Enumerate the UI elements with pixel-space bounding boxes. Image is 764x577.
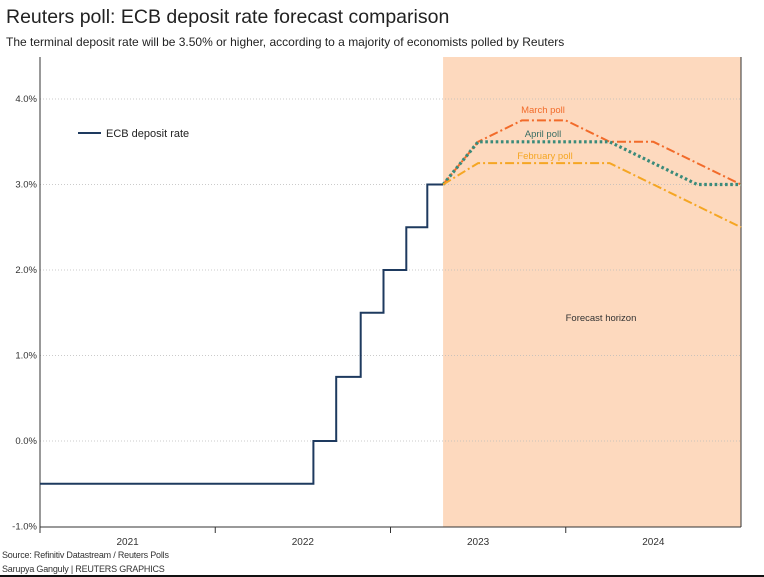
- y-tick-label: 4.0%: [15, 94, 37, 105]
- legend-label: ECB deposit rate: [106, 128, 189, 140]
- x-tick-label: 2022: [292, 537, 315, 548]
- annotation-label: February poll: [517, 151, 572, 162]
- y-tick-label: 2.0%: [15, 265, 37, 276]
- bottom-border: [0, 575, 764, 577]
- forecast-horizon-region: [443, 57, 741, 527]
- annotation-label: March poll: [521, 105, 565, 116]
- y-tick-label: 0.0%: [15, 436, 37, 447]
- source-note: Source: Refinitiv Datastream / Reuters P…: [2, 550, 169, 560]
- chart-title: Reuters poll: ECB deposit rate forecast …: [6, 6, 450, 28]
- annotation-label: April poll: [525, 129, 561, 140]
- series-line-march-poll: [442, 119, 742, 186]
- chart-subtitle: The terminal deposit rate will be 3.50% …: [6, 35, 565, 49]
- annotation-label: Forecast horizon: [566, 313, 637, 324]
- credit-note: Sarupya Ganguly | REUTERS GRAPHICS: [2, 564, 165, 574]
- x-tick-label: 2024: [642, 537, 665, 548]
- x-tick-label: 2021: [117, 537, 140, 548]
- x-tick-label: 2023: [467, 537, 490, 548]
- series-line-february-poll: [442, 162, 742, 229]
- series-line-ecb-deposit-rate: [40, 183, 444, 485]
- y-tick-label: 3.0%: [15, 180, 37, 191]
- y-tick-label: -1.0%: [12, 522, 37, 533]
- series-line-april-poll: [441, 140, 741, 187]
- y-tick-label: 1.0%: [15, 351, 37, 362]
